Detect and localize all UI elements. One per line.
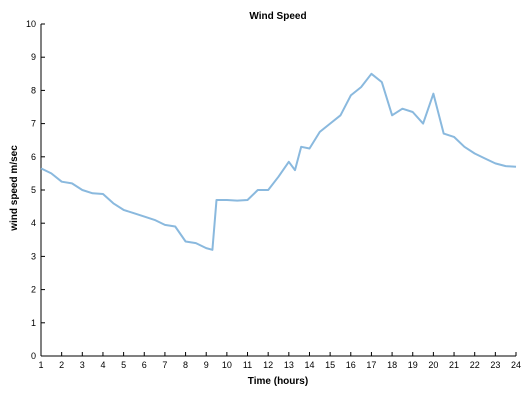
y-tick-labels: 0 1 2 3 4 5 6 7 8 9 10: [26, 19, 36, 361]
x-tick-label: 21: [449, 360, 459, 370]
x-tick-label: 10: [222, 360, 232, 370]
x-tick-label: 15: [325, 360, 335, 370]
y-axis-label: wind speed m/sec: [9, 145, 20, 232]
x-tick-label: 23: [490, 360, 500, 370]
x-tick-label: 16: [346, 360, 356, 370]
x-tick-label: 13: [284, 360, 294, 370]
y-tick-label: 7: [31, 119, 36, 129]
wind-speed-line: [40, 72, 517, 251]
x-tick-label: 2: [59, 360, 64, 370]
x-tick-label: 12: [263, 360, 273, 370]
y-tick-label: 9: [31, 52, 36, 62]
x-tick-label: 5: [121, 360, 126, 370]
x-tick-label: 4: [100, 360, 105, 370]
x-tick-label: 20: [428, 360, 438, 370]
x-axis-label: Time (hours): [248, 376, 308, 387]
x-tick-label: 14: [304, 360, 314, 370]
x-tick-label: 7: [162, 360, 167, 370]
y-tick-label: 3: [31, 251, 36, 261]
y-tick-label: 1: [31, 318, 36, 328]
x-tick-label: 9: [204, 360, 209, 370]
x-tick-label: 19: [408, 360, 418, 370]
y-tick-label: 6: [31, 152, 36, 162]
y-tick-label: 10: [26, 19, 36, 29]
y-tick-label: 0: [31, 351, 36, 361]
x-tick-label: 18: [387, 360, 397, 370]
x-tick-label: 11: [243, 360, 252, 370]
x-tick-label: 3: [80, 360, 85, 370]
axes: [40, 24, 516, 357]
x-tick-label: 17: [366, 360, 376, 370]
y-tick-label: 5: [31, 185, 36, 195]
y-tick-label: 4: [31, 218, 36, 228]
x-tick-label: 22: [470, 360, 480, 370]
y-tick-label: 8: [31, 85, 36, 95]
x-tick-label: 24: [511, 360, 521, 370]
x-tick-labels: 1 2 3 4 5 6 7 8 9 10 11 12 13 14 15 16 17 18 19 20 21 22 23 24: [38, 360, 521, 370]
tick-marks: [40, 23, 517, 357]
y-tick-label: 2: [31, 285, 36, 295]
x-tick-label: 8: [183, 360, 188, 370]
chart-title: Wind Speed: [249, 11, 306, 22]
x-tick-label: 6: [142, 360, 147, 370]
x-tick-label: 1: [38, 360, 43, 370]
